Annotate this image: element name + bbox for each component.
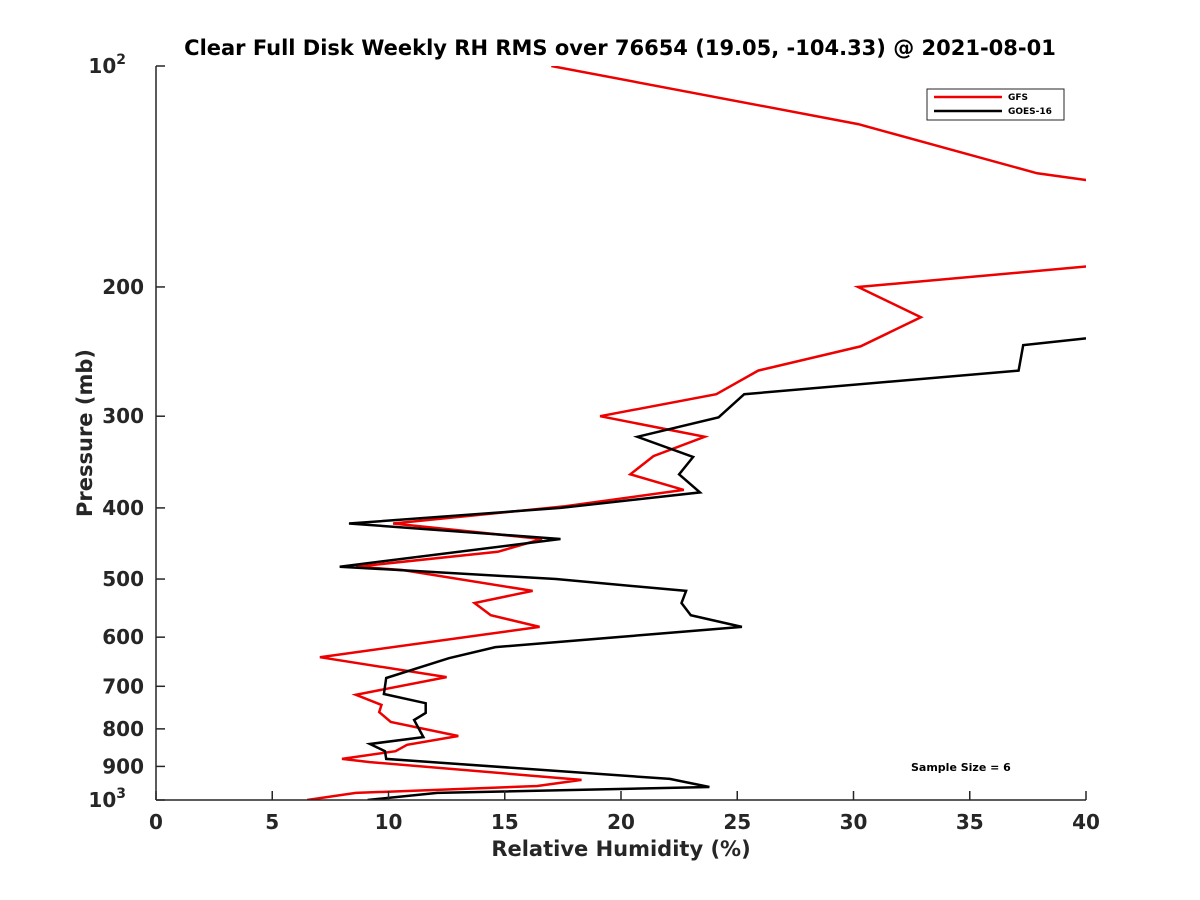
sample-size-annotation: Sample Size = 6 bbox=[911, 761, 1011, 774]
legend: GFS GOES-16 bbox=[926, 88, 1065, 121]
x-tick-label: 10 bbox=[375, 810, 403, 834]
series-line-gfs bbox=[306, 66, 1086, 800]
y-tick-exponent: 2 bbox=[116, 52, 126, 68]
y-tick-exponent: 3 bbox=[116, 786, 126, 802]
x-tick-label: 25 bbox=[723, 810, 751, 834]
y-tick-label: 800 bbox=[102, 717, 144, 741]
x-tick-label: 35 bbox=[956, 810, 984, 834]
legend-label-goes16: GOES-16 bbox=[1008, 107, 1052, 117]
y-tick-label: 500 bbox=[102, 567, 144, 591]
y-tick-base: 10 bbox=[88, 54, 116, 78]
x-axis-label: Relative Humidity (%) bbox=[491, 837, 750, 861]
y-tick-label: 400 bbox=[102, 496, 144, 520]
y-tick-label: 102 bbox=[88, 52, 126, 78]
chart-title: Clear Full Disk Weekly RH RMS over 76654… bbox=[184, 36, 1056, 60]
y-tick-label: 700 bbox=[102, 674, 144, 698]
y-tick-label: 600 bbox=[102, 625, 144, 649]
x-tick-label: 0 bbox=[149, 810, 163, 834]
x-tick-label: 5 bbox=[265, 810, 279, 834]
legend-label-gfs: GFS bbox=[1008, 93, 1028, 103]
y-tick-label: 103 bbox=[88, 786, 126, 812]
x-tick-label: 40 bbox=[1072, 810, 1100, 834]
x-tick-label: 15 bbox=[491, 810, 519, 834]
y-tick-label: 200 bbox=[102, 275, 144, 299]
x-tick-label: 30 bbox=[840, 810, 868, 834]
series-line-goes16 bbox=[339, 337, 1086, 800]
y-tick-label: 300 bbox=[102, 404, 144, 428]
y-axis-label: Pressure (mb) bbox=[73, 349, 97, 517]
y-tick-base: 10 bbox=[88, 788, 116, 812]
legend-box bbox=[926, 88, 1065, 121]
x-tick-label: 20 bbox=[607, 810, 635, 834]
y-tick-label: 900 bbox=[102, 754, 144, 778]
